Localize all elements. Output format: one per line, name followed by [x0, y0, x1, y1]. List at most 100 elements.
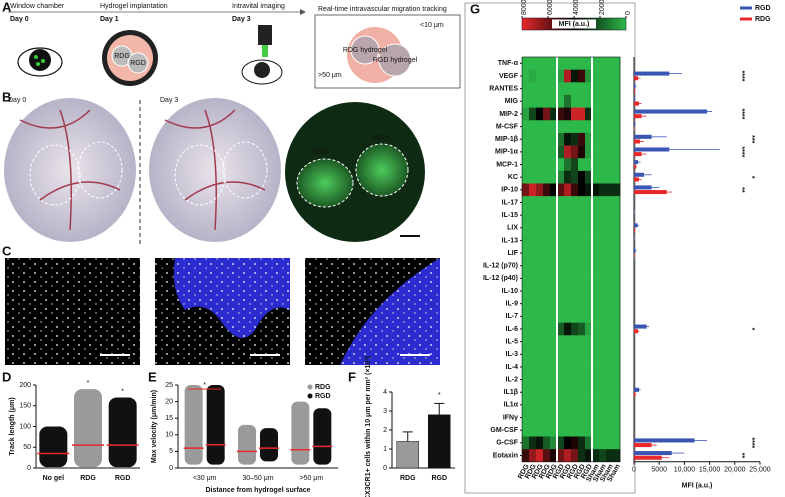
- heatmap-cell: [571, 82, 579, 96]
- heatmap-cell: [585, 69, 593, 83]
- heatmap-cell: [613, 145, 621, 159]
- heatmap-cell: [592, 259, 600, 273]
- heatmap-cell: [571, 436, 579, 450]
- heatmap-cell: [550, 385, 558, 399]
- heatmap-cell: [543, 170, 551, 184]
- heatmap-cell: [557, 158, 565, 172]
- panel-c-art: [5, 258, 440, 365]
- colorbar-label: MFI (a.u.): [559, 21, 590, 28]
- heatmap-cell: [536, 322, 544, 336]
- region-label: RDG: [312, 149, 328, 156]
- heatmap-cell: [606, 449, 614, 463]
- heatmap-cell: [550, 107, 558, 121]
- significance: ****: [738, 108, 745, 119]
- heatmap-cell: [585, 221, 593, 235]
- bar: [634, 114, 642, 119]
- heatmap-cell: [613, 385, 621, 399]
- heatmap-cell: [613, 310, 621, 323]
- heatmap-cell: [564, 373, 572, 387]
- heatmap-cell: [606, 82, 614, 96]
- heatmap-cell: [564, 107, 572, 121]
- heatmap-cell: [606, 234, 614, 248]
- heatmap-cell: [599, 373, 607, 387]
- heatmap-cell: [550, 284, 558, 298]
- heatmap-cell: [606, 107, 614, 121]
- heatmap-cell: [550, 423, 558, 437]
- heatmap-cell: [571, 170, 579, 184]
- heatmap-cell: [585, 385, 593, 399]
- heatmap-cell: [529, 272, 537, 285]
- legend-swatch: [307, 384, 313, 390]
- heatmap-cell: [578, 208, 586, 222]
- heatmap-cell: [536, 297, 544, 311]
- bar: [428, 414, 451, 469]
- y-tick-label: 3: [383, 408, 387, 415]
- heatmap-cell: [606, 310, 614, 323]
- heatmap-cell: [613, 284, 621, 298]
- significance: **: [738, 187, 745, 193]
- heatmap-cell: [522, 158, 530, 172]
- heatmap-cell: [564, 158, 572, 172]
- heatmap-cell: [606, 398, 614, 412]
- row-label: IL-3: [506, 351, 519, 358]
- heatmap-cell: [536, 411, 544, 425]
- heatmap-cell: [606, 94, 614, 108]
- heatmap-cell: [564, 322, 572, 336]
- heatmap-cell: [522, 82, 530, 96]
- heatmap-cell: [543, 310, 551, 323]
- y-tick-label: 200: [19, 382, 31, 389]
- row-label: IL1α: [504, 402, 519, 409]
- bar: [634, 76, 639, 81]
- point-cloud: [39, 426, 68, 468]
- heatmap-cell: [564, 335, 572, 349]
- bar: [396, 441, 419, 469]
- heatmap-cell: [536, 310, 544, 323]
- heatmap-cell: [529, 246, 537, 260]
- heatmap-cell: [550, 208, 558, 222]
- heatmap-cell: [536, 436, 544, 450]
- heatmap-cell: [613, 411, 621, 425]
- heatmap-cell: [536, 385, 544, 399]
- row-label: IL-17: [502, 199, 518, 206]
- bar: [634, 223, 638, 228]
- bar: [634, 387, 640, 392]
- heatmap-cell: [578, 347, 586, 361]
- heatmap-cell: [564, 411, 572, 425]
- panel-a-art: [8, 9, 461, 89]
- panel-g-frame: [464, 2, 636, 494]
- heatmap-cell: [550, 57, 558, 70]
- x-tick-label: RGD: [431, 475, 447, 482]
- heatmap-cell: [550, 335, 558, 349]
- y-tick-label: 150: [19, 403, 31, 410]
- heatmap-cell: [592, 335, 600, 349]
- colorbar-tick-label: 0: [625, 11, 632, 15]
- heatmap-cell: [557, 322, 565, 336]
- heatmap-cell: [571, 234, 579, 248]
- heatmap-cell: [550, 145, 558, 159]
- row-label: IL-6: [506, 326, 519, 333]
- bar: [634, 71, 670, 76]
- significance: ****: [738, 71, 745, 82]
- heatmap-cell: [529, 297, 537, 311]
- heatmap-cell: [522, 94, 530, 108]
- heatmap-cell: [522, 246, 530, 260]
- heatmap-cell: [606, 322, 614, 336]
- heatmap-cell: [522, 423, 530, 437]
- heatmap-cell: [613, 132, 621, 146]
- heatmap-cell: [529, 398, 537, 412]
- heatmap-cell: [571, 398, 579, 412]
- heatmap-cell: [613, 57, 621, 70]
- heatmap-cell: [543, 94, 551, 108]
- heatmap-cell: [592, 94, 600, 108]
- y-tick-label: 0: [169, 465, 173, 472]
- heatmap-cell: [578, 322, 586, 336]
- heatmap-cell: [529, 170, 537, 184]
- heatmap-cell: [543, 221, 551, 235]
- row-label: GM-CSF: [490, 427, 518, 434]
- heatmap-cell: [585, 297, 593, 311]
- heatmap-cell: [522, 335, 530, 349]
- heatmap-cell: [585, 423, 593, 437]
- heatmap-cell: [592, 120, 600, 134]
- row-label: TNF-α: [498, 60, 519, 67]
- significance: ***: [748, 135, 755, 143]
